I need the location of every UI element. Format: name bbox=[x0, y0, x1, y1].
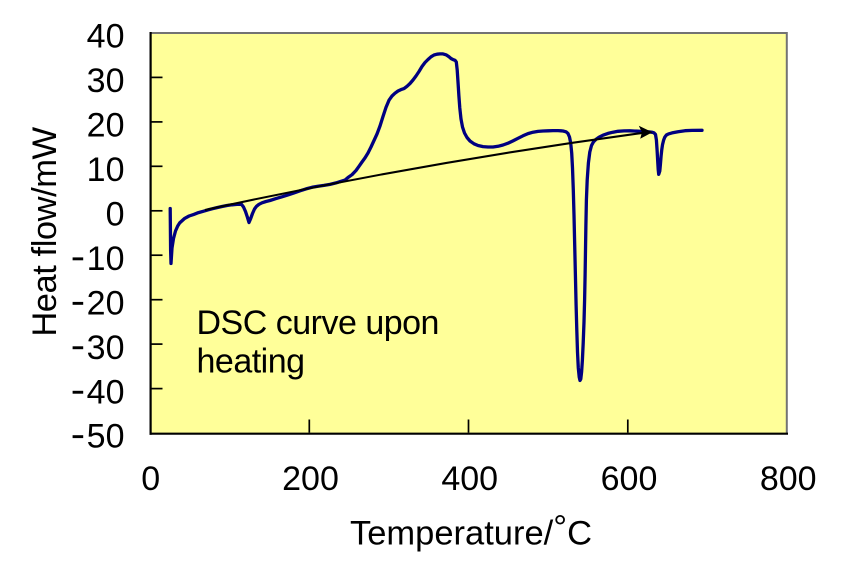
svg-text:10: 10 bbox=[87, 151, 125, 189]
svg-text:30: 30 bbox=[87, 62, 125, 100]
svg-text:400: 400 bbox=[441, 460, 498, 498]
svg-text:200: 200 bbox=[282, 460, 339, 498]
svg-text:50: 50 bbox=[87, 418, 125, 456]
svg-text:0: 0 bbox=[106, 196, 125, 234]
svg-text:heating: heating bbox=[197, 343, 305, 381]
svg-text:Temperature/°C: Temperature/°C bbox=[350, 509, 592, 553]
svg-text:40: 40 bbox=[87, 18, 125, 56]
svg-text:Heat flow/mW: Heat flow/mW bbox=[26, 126, 64, 336]
svg-text:20: 20 bbox=[87, 107, 125, 145]
svg-text:20: 20 bbox=[87, 284, 125, 322]
svg-text:10: 10 bbox=[87, 240, 125, 278]
svg-text:DSC curve upon: DSC curve upon bbox=[197, 304, 439, 342]
svg-text:800: 800 bbox=[760, 460, 817, 498]
svg-text:600: 600 bbox=[601, 460, 658, 498]
svg-text:40: 40 bbox=[87, 373, 125, 411]
svg-text:0: 0 bbox=[141, 460, 160, 498]
svg-text:30: 30 bbox=[87, 329, 125, 367]
